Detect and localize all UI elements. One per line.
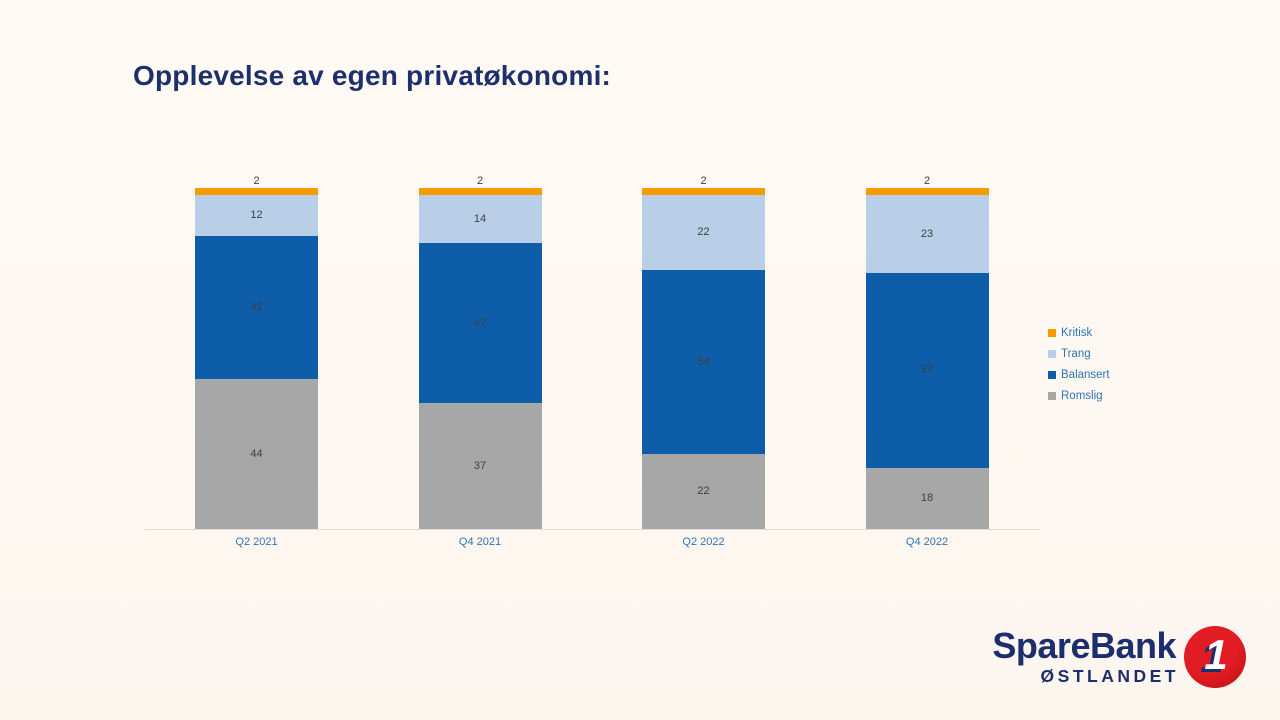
- legend-item-balansert[interactable]: Balansert: [1048, 369, 1110, 381]
- legend-label: Romslig: [1061, 390, 1103, 402]
- legend-label: Balansert: [1061, 369, 1110, 381]
- legend-item-trang[interactable]: Trang: [1048, 348, 1110, 360]
- value-label: 54: [697, 355, 710, 368]
- bar-segment-balansert[interactable]: 42: [195, 235, 318, 379]
- legend-swatch-icon: [1048, 371, 1056, 379]
- value-label: 2: [700, 175, 707, 188]
- value-label: 12: [250, 209, 263, 222]
- bar-q4-2021: 37 47 14 2: [418, 175, 542, 529]
- bar-segment-kritisk[interactable]: 2: [418, 175, 542, 195]
- legend-swatch-icon: [1048, 329, 1056, 337]
- value-label: 18: [920, 492, 934, 505]
- value-label: 37: [473, 459, 487, 472]
- value-label: 22: [697, 485, 710, 498]
- value-label: 2: [253, 175, 260, 188]
- value-label: 2: [923, 175, 931, 188]
- logo-region-text: ØSTLANDET: [1040, 665, 1179, 686]
- bar-q2-2021: 44 42 12 2: [195, 175, 318, 529]
- chart-title: Opplevelse av egen privatøkonomi:: [133, 60, 612, 91]
- bar-segment-balansert[interactable]: 54: [642, 269, 765, 454]
- x-axis-label: Q4 2021: [458, 536, 502, 548]
- value-label: 14: [473, 212, 487, 225]
- bar-segment-trang[interactable]: 14: [418, 194, 542, 243]
- legend-swatch-icon: [1048, 392, 1056, 400]
- bar-segment-kritisk[interactable]: 2: [865, 175, 989, 195]
- legend-item-romslig[interactable]: Romslig: [1048, 390, 1110, 402]
- bar-q2-2022: 22 54 22 2: [642, 175, 765, 529]
- value-label: 57: [920, 364, 934, 377]
- logo-brand-text: SpareBank: [992, 624, 1176, 666]
- value-label: 22: [697, 226, 710, 239]
- bar-q4-2022: 18 57 23 2: [865, 175, 989, 529]
- bar-segment-trang[interactable]: 12: [195, 194, 318, 236]
- legend-item-kritisk[interactable]: Kritisk: [1048, 327, 1110, 339]
- value-label: 23: [920, 228, 934, 241]
- x-axis-label: Q4 2022: [905, 536, 949, 548]
- bar-segment-trang[interactable]: 22: [642, 194, 765, 270]
- logo-one-numeral: 1: [1204, 631, 1228, 678]
- sparebank1-logo: SpareBank ØSTLANDET 1: [992, 626, 1246, 688]
- x-axis-label: Q2 2021: [235, 536, 278, 548]
- value-label: 42: [250, 301, 263, 314]
- stacked-bar-chart: 44 42 12 2 Q2 2021 37 47 14 2 Q4 2021 22 54 22 2 Q2 20…: [145, 175, 1040, 548]
- legend-swatch-icon: [1048, 350, 1056, 358]
- bar-segment-romslig[interactable]: 37: [418, 402, 542, 529]
- value-label: 44: [250, 447, 263, 460]
- value-label: 2: [476, 175, 484, 188]
- bar-segment-kritisk[interactable]: 2: [195, 175, 318, 195]
- value-label: 47: [473, 316, 487, 329]
- bar-segment-balansert[interactable]: 57: [865, 273, 989, 468]
- bar-segment-trang[interactable]: 23: [865, 194, 989, 274]
- bar-segment-romslig[interactable]: 18: [865, 467, 989, 529]
- logo-one-badge-icon: 1: [1184, 626, 1246, 688]
- legend-label: Kritisk: [1061, 327, 1093, 339]
- bar-segment-romslig[interactable]: 22: [642, 453, 765, 529]
- chart-legend: Kritisk Trang Balansert Romslig: [1048, 327, 1110, 402]
- logo-wordmark: SpareBank ØSTLANDET: [992, 624, 1179, 687]
- bar-segment-kritisk[interactable]: 2: [642, 175, 765, 195]
- bar-segment-balansert[interactable]: 47: [418, 242, 542, 403]
- x-axis-label: Q2 2022: [682, 536, 725, 548]
- legend-label: Trang: [1061, 348, 1091, 360]
- bar-segment-romslig[interactable]: 44: [195, 378, 318, 529]
